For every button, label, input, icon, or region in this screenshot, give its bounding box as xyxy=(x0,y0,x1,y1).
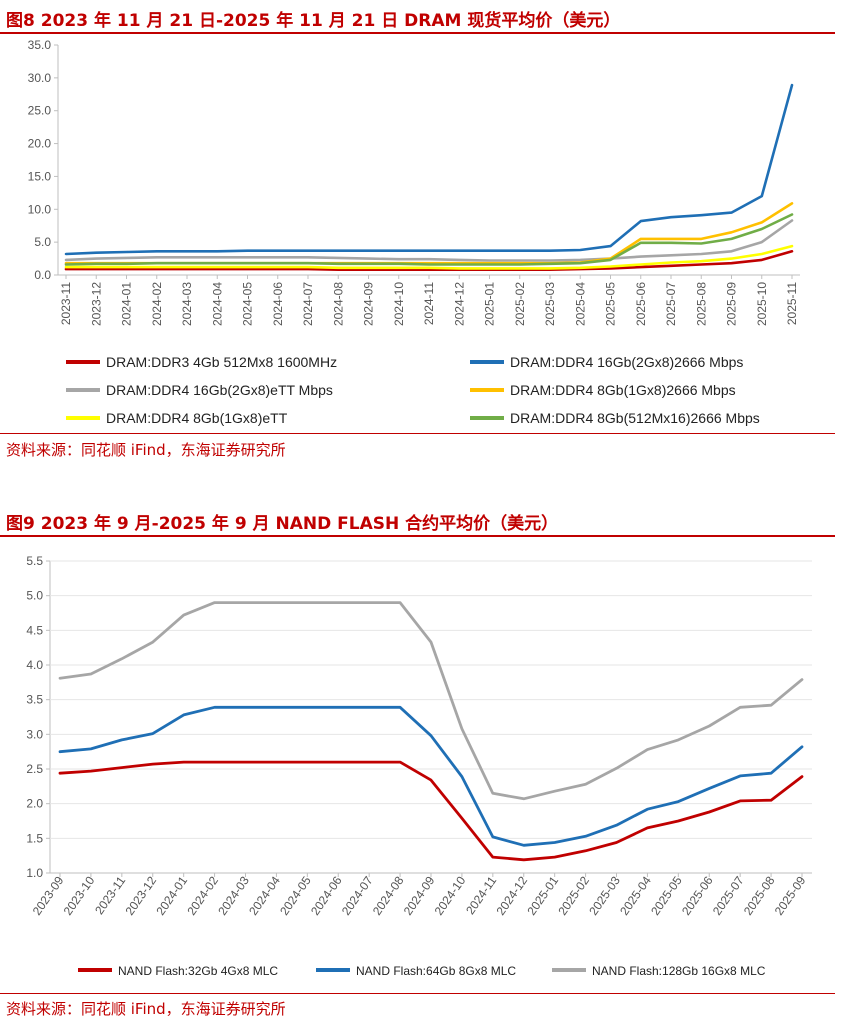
x-tick-label: 2024-09 xyxy=(362,282,376,326)
x-tick-label: 2025-06 xyxy=(634,282,648,326)
x-tick-label: 2025-02 xyxy=(513,282,527,326)
legend-label-4: DRAM:DDR4 8Gb(1Gx8)2666 Mbps xyxy=(510,382,736,398)
x-tick-label: 2025-07 xyxy=(664,282,678,326)
figure-8-top-rule xyxy=(0,32,835,34)
figure-8-source: 资料来源：同花顺 iFind，东海证券研究所 xyxy=(6,441,286,459)
legend-label-6: DRAM:DDR4 8Gb(512Mx16)2666 Mbps xyxy=(510,410,760,426)
x-tick-label: 2024-07 xyxy=(301,282,315,326)
y-tick-label: 30.0 xyxy=(28,71,52,85)
figure-8-title: 图8 2023 年 11 月 21 日-2025 年 11 月 21 日 DRA… xyxy=(6,11,621,31)
legend-label-3: NAND Flash:128Gb 16Gx8 MLC xyxy=(592,964,766,978)
x-tick-label: 2025-10 xyxy=(755,282,769,326)
x-tick-label: 2025-04 xyxy=(573,282,587,326)
x-tick-label: 2024-11 xyxy=(422,282,436,325)
y-tick-label: 15.0 xyxy=(28,169,52,183)
series-line-3 xyxy=(64,219,794,262)
x-tick-label: 2024-06 xyxy=(271,282,285,326)
y-tick-label: 0.0 xyxy=(34,268,51,282)
y-tick-label: 4.5 xyxy=(26,623,43,637)
series-line-1 xyxy=(58,760,804,862)
chart-nand-contract-price: 1.01.52.02.53.03.54.04.55.05.52023-09202… xyxy=(26,554,812,978)
y-tick-label: 25.0 xyxy=(28,104,52,118)
y-tick-label: 2.0 xyxy=(26,797,43,811)
legend-label-3: DRAM:DDR4 16Gb(2Gx8)eTT Mbps xyxy=(106,382,333,398)
y-tick-label: 4.0 xyxy=(26,658,43,672)
y-tick-label: 1.0 xyxy=(26,866,43,880)
series-line-2 xyxy=(58,705,804,847)
y-tick-label: 3.5 xyxy=(26,693,43,707)
x-tick-label: 2024-01 xyxy=(120,282,134,326)
x-tick-label: 2025-11 xyxy=(785,282,799,325)
x-tick-label: 2025-05 xyxy=(604,282,618,326)
legend-label-1: DRAM:DDR3 4Gb 512Mx8 1600MHz xyxy=(106,354,337,370)
series-line-6 xyxy=(64,213,794,266)
x-tick-label: 2023-11 xyxy=(59,282,73,325)
y-tick-label: 3.0 xyxy=(26,727,43,741)
y-tick-label: 1.5 xyxy=(26,831,43,845)
x-tick-label: 2024-02 xyxy=(150,282,164,326)
series-line-5 xyxy=(64,244,794,270)
chart-dram-spot-price: 0.0 5.0 10.0 15.0 20.0 25.0 30.0 35.0 2023-11 202… xyxy=(28,38,800,426)
x-tick-label: 2025-09 xyxy=(725,282,739,326)
figure-9-source: 资料来源：同花顺 iFind，东海证券研究所 xyxy=(6,1000,286,1018)
y-tick-label: 20.0 xyxy=(28,137,52,151)
series-line-2 xyxy=(64,83,794,256)
y-tick-label: 35.0 xyxy=(28,38,52,52)
legend-label-1: NAND Flash:32Gb 4Gx8 MLC xyxy=(118,964,278,978)
figure-8-bottom-rule xyxy=(0,433,835,434)
x-tick-label: 2023-10 xyxy=(61,873,98,917)
legend-label-5: DRAM:DDR4 8Gb(1Gx8)eTT xyxy=(106,410,288,426)
y-tick-label: 5.5 xyxy=(26,554,43,568)
x-tick-label: 2024-10 xyxy=(392,282,406,326)
x-tick-label: 2024-03 xyxy=(180,282,194,326)
legend-label-2: NAND Flash:64Gb 8Gx8 MLC xyxy=(356,964,516,978)
x-tick-label: 2025-09 xyxy=(772,873,809,917)
x-tick-label: 2025-08 xyxy=(694,282,708,326)
figure-9-top-rule xyxy=(0,535,835,537)
x-tick-label: 2024-10 xyxy=(432,873,469,917)
x-tick-label: 2024-05 xyxy=(241,282,255,326)
figure-9-title: 图9 2023 年 9 月-2025 年 9 月 NAND FLASH 合约平均… xyxy=(6,514,559,534)
legend-label-2: DRAM:DDR4 16Gb(2Gx8)2666 Mbps xyxy=(510,354,743,370)
x-tick-label: 2024-08 xyxy=(331,282,345,326)
y-tick-label: 5.0 xyxy=(34,235,51,249)
x-tick-label: 2023-12 xyxy=(89,282,103,326)
series-line-3 xyxy=(58,601,804,801)
y-tick-label: 2.5 xyxy=(26,762,43,776)
y-tick-label: 10.0 xyxy=(28,202,52,216)
x-tick-label: 2025-03 xyxy=(543,282,557,326)
figure-9-bottom-rule xyxy=(0,993,835,994)
x-tick-label: 2024-12 xyxy=(452,282,466,326)
x-tick-label: 2025-01 xyxy=(483,282,497,326)
x-tick-label: 2024-04 xyxy=(210,282,224,326)
series-line-1 xyxy=(64,250,794,271)
y-tick-label: 5.0 xyxy=(26,589,43,603)
